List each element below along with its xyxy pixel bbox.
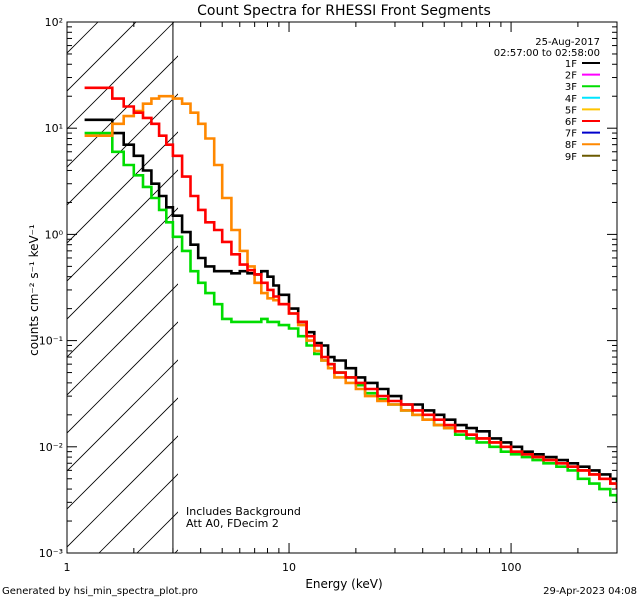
- y-tick-labels: 10⁻³ 10⁻² 10⁻¹ 10⁰ 10¹ 10²: [39, 16, 64, 560]
- y-axis-label: counts cm⁻² s⁻¹ keV⁻¹: [27, 224, 41, 356]
- legend-label-3F: 3F: [565, 82, 577, 93]
- footer-timestamp: 29-Apr-2023 04:08: [543, 586, 637, 597]
- hatch-line: [67, 245, 178, 358]
- series-line-1F: [84, 118, 617, 484]
- legend-date: 25-Aug-2017: [535, 37, 600, 48]
- y-tick-label: 10¹: [45, 122, 63, 135]
- x-tick-label: 10: [282, 561, 296, 574]
- hatch-line: [67, 397, 178, 510]
- series-layer: [84, 86, 617, 503]
- hatch-line: [289, 22, 640, 553]
- x-tick-labels: 1 10 100: [64, 561, 522, 574]
- x-tick-label: 1: [64, 561, 71, 574]
- hatch-line: [67, 55, 178, 168]
- y-tick-label: 10²: [45, 16, 63, 29]
- attenuator-hatch-region: [67, 22, 640, 553]
- legend-label-8F: 8F: [565, 140, 577, 151]
- hatch-line: [67, 321, 178, 434]
- hatch-line: [67, 359, 178, 472]
- y-tick-label: 10⁻¹: [39, 335, 63, 348]
- plot-frame: [66, 21, 618, 554]
- footer-generated-by: Generated by hsi_min_spectra_plot.pro: [2, 586, 198, 597]
- series-line-6F: [84, 86, 617, 490]
- axis-ticks: [66, 21, 618, 554]
- legend-label-7F: 7F: [565, 129, 577, 140]
- legend-label-9F: 9F: [565, 152, 577, 163]
- hatch-line: [67, 131, 178, 244]
- hatch-line: [67, 22, 137, 92]
- legend-label-6F: 6F: [565, 117, 577, 128]
- hatch-line: [251, 22, 640, 553]
- series-line-3F: [84, 131, 617, 503]
- legend: 25-Aug-2017 02:57:00 to 02:58:00 1F2F3F4…: [494, 37, 600, 163]
- legend-label-4F: 4F: [565, 94, 577, 105]
- hatch-line: [67, 169, 178, 282]
- y-tick-label: 10⁻²: [39, 441, 63, 454]
- hatch-line: [67, 283, 178, 396]
- annotation-background: Includes Background: [186, 505, 301, 518]
- legend-label-2F: 2F: [565, 71, 577, 82]
- hatch-line: [67, 207, 178, 320]
- series-line-8F: [84, 94, 617, 490]
- hatch-line: [67, 22, 99, 54]
- chart-title: Count Spectra for RHESSI Front Segments: [197, 3, 491, 19]
- legend-time-range: 02:57:00 to 02:58:00: [494, 48, 600, 59]
- y-tick-label: 10⁻³: [39, 547, 63, 560]
- annotation-attenuator: Att A0, FDecim 2: [186, 517, 279, 530]
- legend-label-5F: 5F: [565, 105, 577, 116]
- y-tick-label: 10⁰: [45, 228, 64, 241]
- hatch-line: [67, 435, 178, 548]
- x-tick-label: 100: [501, 561, 522, 574]
- x-axis-label: Energy (keV): [305, 577, 382, 591]
- hatch-line: [67, 93, 178, 206]
- legend-label-1F: 1F: [565, 59, 577, 70]
- hatch-line: [98, 473, 178, 553]
- hatch-line: [67, 22, 175, 130]
